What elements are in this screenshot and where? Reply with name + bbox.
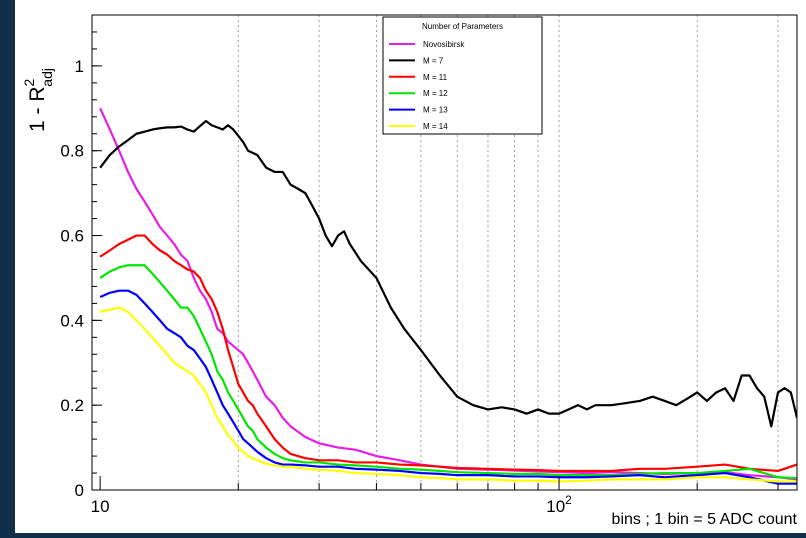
x-tick-label-base: 10 [546,497,565,516]
y-tick-label: 0 [75,481,84,500]
series-line-1 [99,119,797,428]
x-tick-label-base: 10 [91,497,110,516]
y-axis-label-superscript: 2 [21,78,37,86]
series-line-3 [99,264,797,480]
y-tick-label: 0.4 [60,311,84,330]
legend-entry-3: M = 12 [423,89,448,98]
series-line-5 [99,306,797,483]
y-axis-label-subscript: adj [39,68,55,87]
y-tick-label: 0.6 [60,227,84,246]
y-axis-label-main: 1 - R [26,86,49,132]
series-layer [99,107,797,485]
y-axis-label: 1 - R2 adj [21,68,55,132]
legend-entry-0: Novosibirsk [423,40,465,49]
x-tick-label: 10 [91,497,110,516]
legend-box [382,16,543,135]
legend-entry-4: M = 13 [423,106,448,115]
x-tick-label: 102 [546,493,572,516]
y-tick-label: 1 [75,57,84,76]
series-line-4 [99,289,797,485]
y-tick-label: 0.2 [60,396,84,415]
series-line-0 [99,107,797,481]
x-axis-label: bins ; 1 bin = 5 ADC count [612,511,798,528]
y-tick-label: 0.8 [60,142,84,161]
legend-entry-1: M = 7 [423,56,444,65]
legend-entry-5: M = 14 [423,122,448,131]
legend-title: Number of Parameters [422,22,503,31]
legend-entry-2: M = 11 [423,73,448,82]
x-tick-label-exponent: 2 [565,493,572,507]
legend: Number of Parameters Novosibirsk M = 7 M = … [382,16,543,135]
series-line-2 [99,234,797,473]
